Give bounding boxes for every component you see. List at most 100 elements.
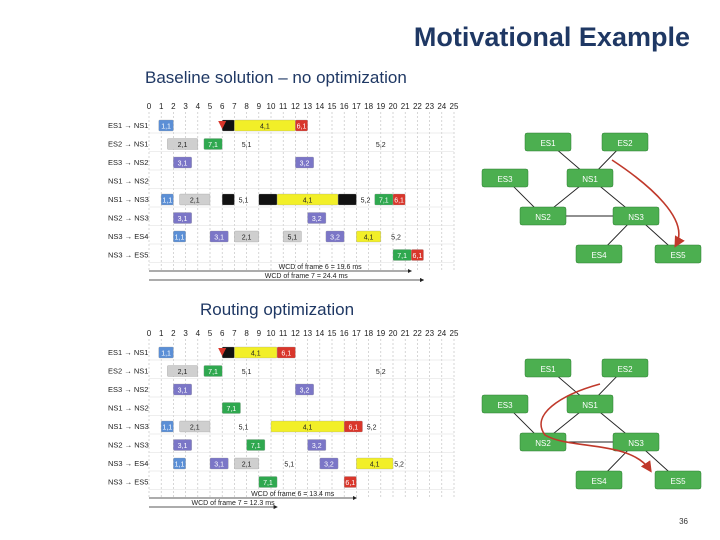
node-ns3	[612, 432, 660, 452]
tick-label: 24	[437, 102, 446, 111]
frame-label: 7,1	[263, 480, 273, 487]
frame-bar	[337, 193, 357, 206]
frame-bar	[161, 420, 174, 433]
frame-label: 5,2	[376, 369, 386, 376]
frame-label: 3,2	[330, 235, 340, 242]
tick-label: 15	[328, 102, 337, 111]
tick-label: 22	[413, 329, 422, 338]
row-label: NS1 → NS2	[108, 404, 149, 413]
route-arrow	[611, 159, 685, 248]
node-es1	[524, 358, 572, 378]
node-label-ns3: NS3	[628, 213, 644, 222]
frame-label: 2,1	[178, 142, 188, 149]
tick-label: 5	[208, 102, 213, 111]
frame-bar	[283, 230, 302, 243]
node-label-es1: ES1	[540, 139, 556, 148]
node-es4	[575, 470, 623, 490]
frame-label: 5,2	[394, 462, 404, 469]
frame-label: 2,1	[178, 369, 188, 376]
row-label: ES2 → NS1	[108, 140, 148, 149]
frame-label: 5,1	[284, 462, 294, 469]
row-label: ES1 → NS1	[108, 348, 148, 357]
frame-bar	[158, 346, 174, 359]
frame-label: 1,1	[175, 235, 185, 242]
frame-label: 5,1	[242, 142, 252, 149]
tick-label: 20	[389, 329, 398, 338]
frame-bar	[319, 457, 339, 470]
tick-label: 23	[425, 102, 434, 111]
tick-label: 19	[376, 102, 385, 111]
node-label-es5: ES5	[670, 251, 686, 260]
frame-label: 6,1	[345, 480, 355, 487]
tick-label: 14	[315, 102, 324, 111]
tick-label: 9	[257, 329, 262, 338]
frame-label: 7,1	[379, 198, 389, 205]
frame-label: 7,1	[251, 443, 261, 450]
tick-label: 20	[389, 102, 398, 111]
frame-bar	[203, 365, 223, 377]
tick-label: 21	[401, 102, 410, 111]
subtitle-baseline: Baseline solution – no optimization	[145, 68, 407, 87]
page-number: 36	[679, 517, 688, 526]
node-es5	[654, 470, 702, 490]
node-label-ns2: NS2	[535, 439, 551, 448]
frame-label: 6,1	[281, 351, 291, 358]
tick-label: 12	[291, 329, 300, 338]
frame-bar	[173, 383, 192, 396]
tick-label: 6	[220, 329, 225, 338]
frame-bar	[203, 138, 223, 150]
node-label-es3: ES3	[497, 175, 513, 184]
tick-label: 10	[267, 102, 276, 111]
frame-label: 3,1	[178, 388, 188, 395]
release-arrow-icon	[218, 121, 227, 129]
tick-label: 17	[352, 102, 361, 111]
row-label: NS1 → NS3	[108, 195, 149, 204]
frame-bar	[325, 230, 345, 243]
frame-label: 3,1	[178, 443, 188, 450]
subtitle-routing: Routing optimization	[200, 300, 355, 319]
frame-label: 2,1	[190, 425, 200, 432]
frame-bar	[179, 193, 211, 206]
tick-label: 23	[425, 329, 434, 338]
frame-label: 7,1	[397, 253, 407, 260]
frame-label: 4,1	[370, 462, 380, 469]
tick-label: 17	[352, 329, 361, 338]
frame-label: 5,1	[242, 369, 252, 376]
tick-label: 13	[303, 102, 312, 111]
release-arrow-icon	[218, 348, 227, 356]
node-ns3	[612, 206, 660, 226]
tick-label: 3	[183, 102, 188, 111]
tick-label: 12	[291, 102, 300, 111]
frame-label: 1,1	[162, 198, 172, 205]
frame-bar	[222, 402, 241, 414]
tick-label: 13	[303, 329, 312, 338]
row-label: ES1 → NS1	[108, 121, 148, 130]
frame-label: 4,1	[364, 235, 374, 242]
row-label: NS2 → NS3	[108, 214, 149, 223]
frame-label: 7,1	[208, 142, 218, 149]
node-label-es4: ES4	[591, 477, 607, 486]
frame-label: 5,1	[239, 198, 249, 205]
tick-label: 8	[244, 329, 249, 338]
node-label-es1: ES1	[540, 365, 556, 374]
tick-label: 11	[279, 329, 288, 338]
frame-bar	[344, 476, 357, 488]
row-label: NS3 → ES5	[108, 251, 148, 260]
tick-label: 5	[208, 329, 213, 338]
frame-label: 5,1	[287, 235, 297, 242]
row-label: ES3 → NS2	[108, 158, 148, 167]
tick-label: 4	[196, 102, 201, 111]
frame-bar	[246, 439, 266, 451]
frame-label: 4,1	[303, 425, 313, 432]
node-label-es4: ES4	[591, 251, 607, 260]
frame-bar	[411, 249, 424, 261]
frame-label: 7,1	[208, 369, 218, 376]
wcd-label-6: WCD of frame 6 = 13.4 ms	[251, 491, 335, 498]
row-label: NS3 → ES5	[108, 478, 148, 487]
frame-label: 3,2	[324, 462, 334, 469]
node-es3	[481, 394, 529, 414]
node-label-ns1: NS1	[582, 401, 598, 410]
frame-label: 3,2	[300, 388, 310, 395]
node-ns2	[519, 206, 567, 226]
